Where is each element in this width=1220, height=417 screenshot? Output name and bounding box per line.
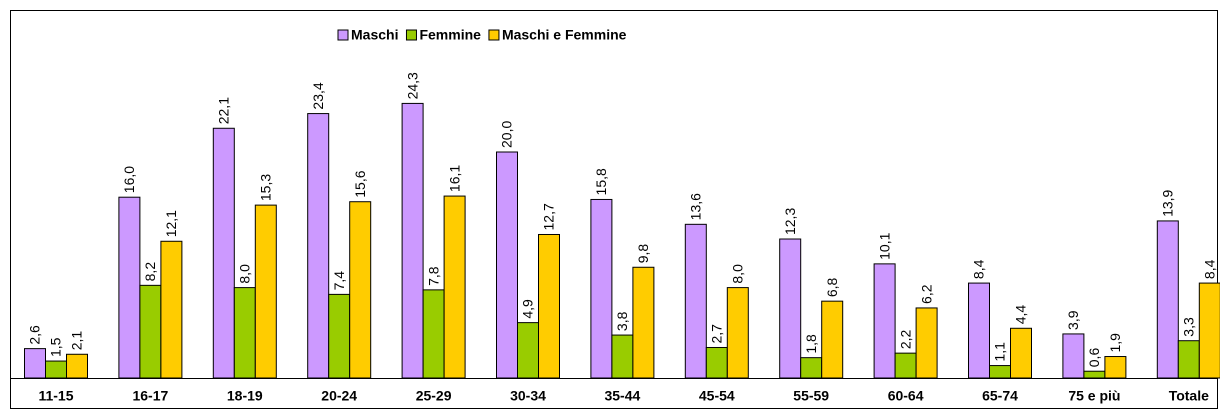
value-label: 12,7 [541,203,557,230]
value-label: 1,9 [1107,333,1123,353]
legend-swatch [488,29,500,41]
bar [611,334,634,379]
bar [443,195,466,379]
value-label: 15,8 [593,168,609,195]
bar [632,266,655,379]
bar [726,287,749,379]
value-label: 6,2 [918,284,934,304]
bar [968,282,990,379]
value-label: 24,3 [404,72,420,99]
x-tick-label: 45-54 [699,388,735,404]
bar [821,300,844,379]
value-label: 13,9 [1160,189,1176,216]
x-tick-label: 11-15 [38,388,73,404]
value-label: 15,3 [258,174,274,201]
value-label: 9,8 [635,244,651,264]
value-label: 23,4 [310,82,326,109]
value-label: 7,4 [331,271,347,291]
bar [496,151,518,379]
value-label: 22,1 [216,97,232,124]
x-tick-label: 16-17 [132,388,168,404]
value-label: 10,1 [876,232,892,259]
value-label: 2,6 [27,325,43,345]
value-label: 2,7 [709,324,725,344]
bar [517,322,539,379]
value-label: 8,0 [730,264,746,284]
bar [1104,356,1127,379]
bar [538,233,560,379]
x-tick-label: 20-24 [321,388,357,404]
x-tick-label: 65-74 [982,388,1018,404]
bar [422,289,445,379]
bar [989,365,1011,379]
bar [139,284,162,379]
value-label: 6,8 [824,277,840,297]
bar [1156,220,1179,379]
bar [66,353,88,379]
bar [590,198,613,379]
value-label: 1,1 [992,342,1008,362]
value-label: 2,2 [897,329,913,349]
legend-label: Maschi e Femmine [502,27,627,43]
bar [254,204,277,379]
x-tick-label: Totale [1169,388,1209,404]
bar [24,348,46,379]
legend-label: Maschi [351,27,398,43]
x-tick-label: 30-34 [510,388,546,404]
value-label: 3,8 [614,311,630,331]
x-tick-label: 75 e più [1068,388,1120,404]
bar [307,113,330,379]
bar [118,196,141,379]
bar [401,102,424,379]
value-label: 20,0 [499,121,515,148]
legend-swatch [405,29,417,41]
value-label: 15,6 [352,170,368,197]
x-tick-label: 18-19 [227,388,263,404]
x-tick-label: 55-59 [793,388,829,404]
bar [1062,333,1085,379]
bar [1083,370,1106,379]
bar [873,263,896,379]
value-label: 4,9 [520,299,536,319]
x-tick-label: 35-44 [604,388,640,404]
value-label: 3,3 [1181,317,1197,337]
bar [915,307,938,379]
bar [1198,282,1220,379]
value-label: 13,6 [688,193,704,220]
bar [894,352,917,379]
value-label: 2,1 [69,331,85,351]
bar [349,201,372,379]
bar [212,127,235,379]
value-label: 4,4 [1013,305,1029,325]
value-label: 12,3 [782,208,798,235]
value-label: 3,9 [1065,310,1081,330]
value-label: 7,8 [425,266,441,286]
value-label: 8,0 [237,264,253,284]
bar [233,287,256,379]
bar [800,357,823,379]
value-label: 16,1 [446,165,462,192]
bar [684,223,707,379]
legend-swatch [337,29,349,41]
value-label: 8,4 [1202,259,1218,279]
value-label: 1,5 [48,337,64,357]
bar [160,240,183,379]
x-tick-label: 25-29 [416,388,452,404]
bar [705,346,728,379]
legend-label: Femmine [419,27,481,43]
bar [1010,327,1032,379]
value-label: 16,0 [121,166,137,193]
value-label: 0,6 [1086,348,1102,368]
value-label: 8,2 [142,262,158,282]
bar [328,293,351,379]
value-label: 1,8 [803,334,819,354]
bar [1177,340,1200,379]
x-tick-label: 60-64 [888,388,924,404]
value-label: 8,4 [971,259,987,279]
value-label: 12,1 [163,210,179,237]
bar [45,360,67,379]
bar [779,238,802,379]
